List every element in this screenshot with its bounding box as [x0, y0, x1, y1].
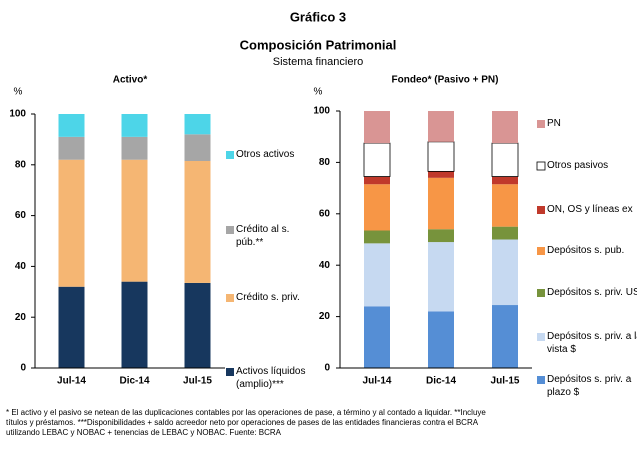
- x-tick-label: Jul-15: [183, 376, 212, 387]
- legend-label: PN: [547, 118, 561, 129]
- x-tick-label: Dic-14: [119, 376, 149, 387]
- bar-segment: [121, 136, 148, 160]
- legend-swatch: [537, 120, 545, 128]
- bar-segment: [492, 226, 518, 240]
- bar-segment: [492, 305, 518, 368]
- figure-label: Gráfico 3: [290, 9, 346, 24]
- bar-segment: [428, 229, 454, 243]
- legend-label: Depósitos s. pub.: [547, 245, 625, 256]
- legend-label: Otros activos: [236, 149, 295, 160]
- y-tick-label: 60: [15, 210, 27, 221]
- bar-segment: [364, 111, 390, 144]
- bar-segment: [184, 134, 211, 161]
- legend-swatch: [537, 206, 545, 214]
- y-tick-label: 0: [20, 363, 26, 374]
- chart-title: Fondeo* (Pasivo + PN): [392, 75, 499, 86]
- bar-segment: [428, 311, 454, 368]
- bar-segment: [121, 114, 148, 137]
- bar-segment: [184, 160, 211, 283]
- y-tick-label: 100: [313, 106, 330, 117]
- bar-segment: [121, 159, 148, 282]
- figure-title: Composición Patrimonial: [240, 37, 397, 52]
- bar-segment: [58, 286, 85, 368]
- bar-segment: [492, 176, 518, 185]
- legend-swatch: [537, 289, 545, 297]
- legend-swatch: [537, 333, 545, 341]
- bar-segment: [184, 114, 211, 135]
- bar-segment: [492, 184, 518, 227]
- footnote: títulos y préstamos. ***Disponibilidades…: [6, 418, 479, 427]
- legend-swatch: [536, 161, 546, 171]
- legend-label: Crédito s. priv.: [236, 292, 300, 303]
- legend-swatch: [226, 151, 234, 159]
- bar-segment: [364, 243, 390, 307]
- bar-segment: [428, 177, 454, 230]
- figure-subtitle: Sistema financiero: [273, 56, 364, 68]
- y-tick-label: 80: [15, 159, 27, 170]
- chart-title: Activo*: [113, 75, 148, 86]
- bar-segment: [58, 159, 85, 287]
- legend-label: Crédito al s. púb.**: [236, 224, 290, 248]
- bar-segment: [363, 142, 391, 177]
- bar-segment: [427, 141, 455, 172]
- y-axis-label: %: [14, 87, 23, 98]
- x-tick-label: Jul-15: [491, 376, 520, 387]
- bar-segment: [428, 171, 454, 178]
- bar-segment: [492, 239, 518, 306]
- legend-swatch: [537, 247, 545, 255]
- bar-segment: [428, 242, 454, 312]
- y-tick-label: 40: [15, 261, 27, 272]
- footnote: * El activo y el pasivo se netean de las…: [6, 408, 486, 417]
- legend-label: Depósitos s. priv. a la vista $: [547, 331, 637, 355]
- x-tick-label: Jul-14: [363, 376, 392, 387]
- bar-segment: [184, 282, 211, 368]
- y-tick-label: 20: [319, 311, 331, 322]
- legend-label: Depósitos s. priv. a plazo $: [547, 374, 632, 398]
- y-tick-label: 80: [319, 157, 331, 168]
- bar-segment: [58, 136, 85, 160]
- bar-segment: [492, 111, 518, 144]
- legend-label: Activos líquidos (amplio)***: [236, 366, 306, 390]
- footnote: utilizando LEBAC y NOBAC + tenencias de …: [6, 428, 282, 437]
- x-tick-label: Dic-14: [426, 376, 456, 387]
- legend-swatch: [537, 376, 545, 384]
- legend-swatch: [226, 226, 234, 234]
- bar-segment: [364, 184, 390, 231]
- y-axis-label: %: [314, 87, 323, 98]
- legend-swatch: [226, 368, 234, 376]
- bar-segment: [58, 114, 85, 137]
- y-tick-label: 20: [15, 312, 27, 323]
- legend-label: Depósitos s. priv. US$: [547, 287, 637, 298]
- y-tick-label: 60: [319, 208, 331, 219]
- bar-segment: [121, 281, 148, 368]
- bar-segment: [428, 111, 454, 142]
- legend-label: Otros pasivos: [547, 160, 609, 171]
- bar-segment: [364, 230, 390, 244]
- bar-segment: [364, 306, 390, 368]
- bar-segment: [364, 176, 390, 185]
- bar-segment: [491, 142, 519, 177]
- y-tick-label: 0: [324, 363, 330, 374]
- y-tick-label: 40: [319, 260, 331, 271]
- y-tick-label: 100: [9, 109, 26, 120]
- legend-swatch: [226, 294, 234, 302]
- legend-label: ON, OS y líneas ex: [547, 204, 633, 215]
- x-tick-label: Jul-14: [57, 376, 86, 387]
